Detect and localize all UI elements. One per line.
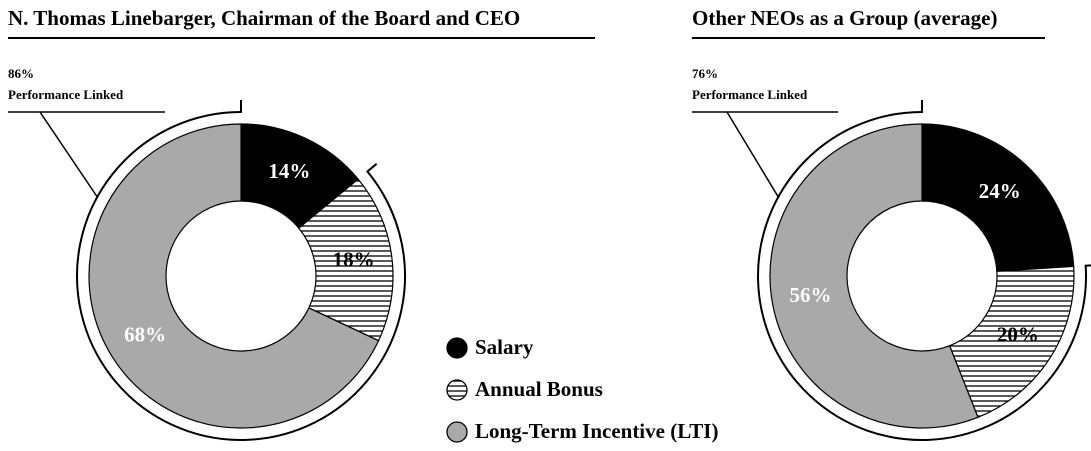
- chart-title: N. Thomas Linebarger, Chairman of the Bo…: [8, 6, 520, 30]
- chart-title: Other NEOs as a Group (average): [692, 6, 997, 30]
- legend-swatch: [446, 379, 468, 401]
- annotation-text: Performance Linked: [692, 87, 808, 102]
- linked-arc: [76, 111, 406, 441]
- data-label: 14%: [268, 159, 310, 183]
- data-label: 68%: [124, 323, 166, 347]
- legend-label: Salary: [475, 335, 534, 359]
- pie-slice: [88, 123, 380, 429]
- linked-arc: [757, 111, 1088, 441]
- annotation-text: Performance Linked: [8, 87, 124, 102]
- annotation-value: 76%: [692, 66, 718, 81]
- legend-swatch: [446, 421, 468, 443]
- data-label: 24%: [979, 179, 1021, 203]
- pie-slice: [769, 123, 979, 429]
- leader-line: [39, 111, 98, 198]
- legend-swatch: [446, 337, 468, 359]
- data-label: 56%: [790, 283, 832, 307]
- data-label: 18%: [333, 248, 375, 272]
- data-label: 20%: [997, 323, 1039, 347]
- arc-end-tick: [1084, 264, 1091, 267]
- leader-line: [726, 111, 779, 198]
- legend-label: Long-Term Incentive (LTI): [475, 419, 718, 443]
- annotation-value: 86%: [8, 66, 34, 81]
- legend-label: Annual Bonus: [475, 377, 603, 401]
- arc-end-tick: [365, 163, 378, 173]
- pie-slice: [948, 265, 1075, 419]
- pie-slice: [921, 123, 1075, 272]
- pie-slice: [297, 178, 394, 342]
